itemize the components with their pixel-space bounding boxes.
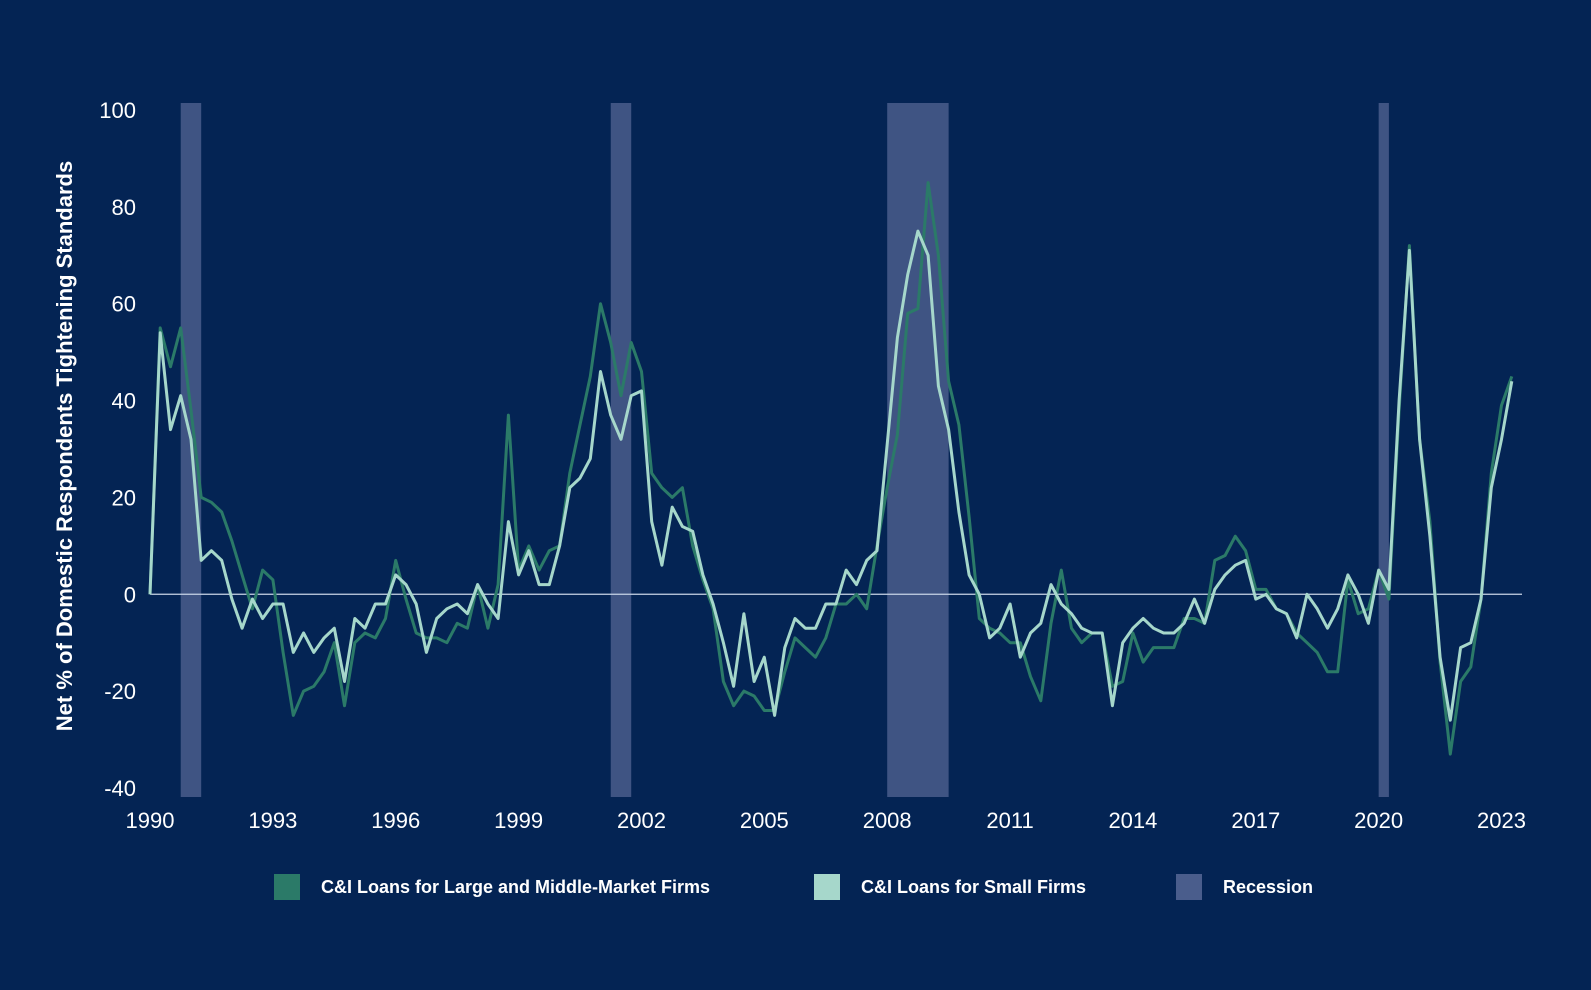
x-tick-label: 2005 — [740, 808, 789, 833]
series-line-small-firms — [148, 229, 1514, 722]
x-tick-label: 2008 — [863, 808, 912, 833]
x-tick-label: 1999 — [494, 808, 543, 833]
y-tick-label: 40 — [112, 389, 136, 414]
x-tick-label: 2011 — [986, 808, 1033, 833]
legend-swatch-small-firms — [814, 874, 840, 900]
legend: C&I Loans for Large and Middle-Market Fi… — [0, 872, 1591, 906]
legend-item-recession: Recession — [1176, 872, 1313, 902]
legend-item-large-firms: C&I Loans for Large and Middle-Market Fi… — [274, 872, 710, 902]
y-tick-label: -20 — [104, 679, 136, 704]
y-axis-ticks: 100 80 60 40 20 0 -20 -40 — [99, 98, 136, 801]
series-line-large-firms — [148, 181, 1514, 756]
recession-bands — [180, 103, 1389, 797]
x-tick-label: 2017 — [1231, 808, 1280, 833]
series-lines — [148, 181, 1514, 756]
recession-band-4 — [1378, 103, 1389, 797]
legend-swatch-recession — [1176, 874, 1202, 900]
x-tick-label: 1993 — [248, 808, 297, 833]
y-tick-label: 20 — [112, 485, 136, 510]
recession-band-2 — [610, 103, 632, 797]
legend-label-large-firms: C&I Loans for Large and Middle-Market Fi… — [321, 876, 711, 897]
x-tick-label: 2023 — [1477, 808, 1526, 833]
x-tick-label: 2020 — [1354, 808, 1403, 833]
y-tick-label: 60 — [112, 292, 136, 317]
x-tick-label: 1996 — [371, 808, 420, 833]
legend-item-small-firms: C&I Loans for Small Firms — [814, 872, 1086, 902]
legend-label-small-firms: C&I Loans for Small Firms — [861, 876, 1087, 897]
y-tick-label: 0 — [124, 582, 136, 607]
legend-swatch-large-firms — [274, 874, 300, 900]
x-axis-ticks: 1990 1993 1996 1999 2002 2005 2008 2011 2014 2017… — [126, 808, 1526, 833]
x-tick-label: 2002 — [617, 808, 666, 833]
x-tick-label: 1990 — [126, 808, 175, 833]
recession-band-3 — [887, 103, 949, 797]
y-tick-label: -40 — [104, 776, 136, 801]
y-tick-label: 80 — [112, 195, 136, 220]
x-tick-label: 2014 — [1108, 808, 1157, 833]
legend-label-recession: Recession — [1223, 876, 1314, 897]
y-axis-label: Net % of Domestic Respondents Tightening… — [52, 161, 77, 731]
y-tick-label: 100 — [99, 98, 136, 123]
